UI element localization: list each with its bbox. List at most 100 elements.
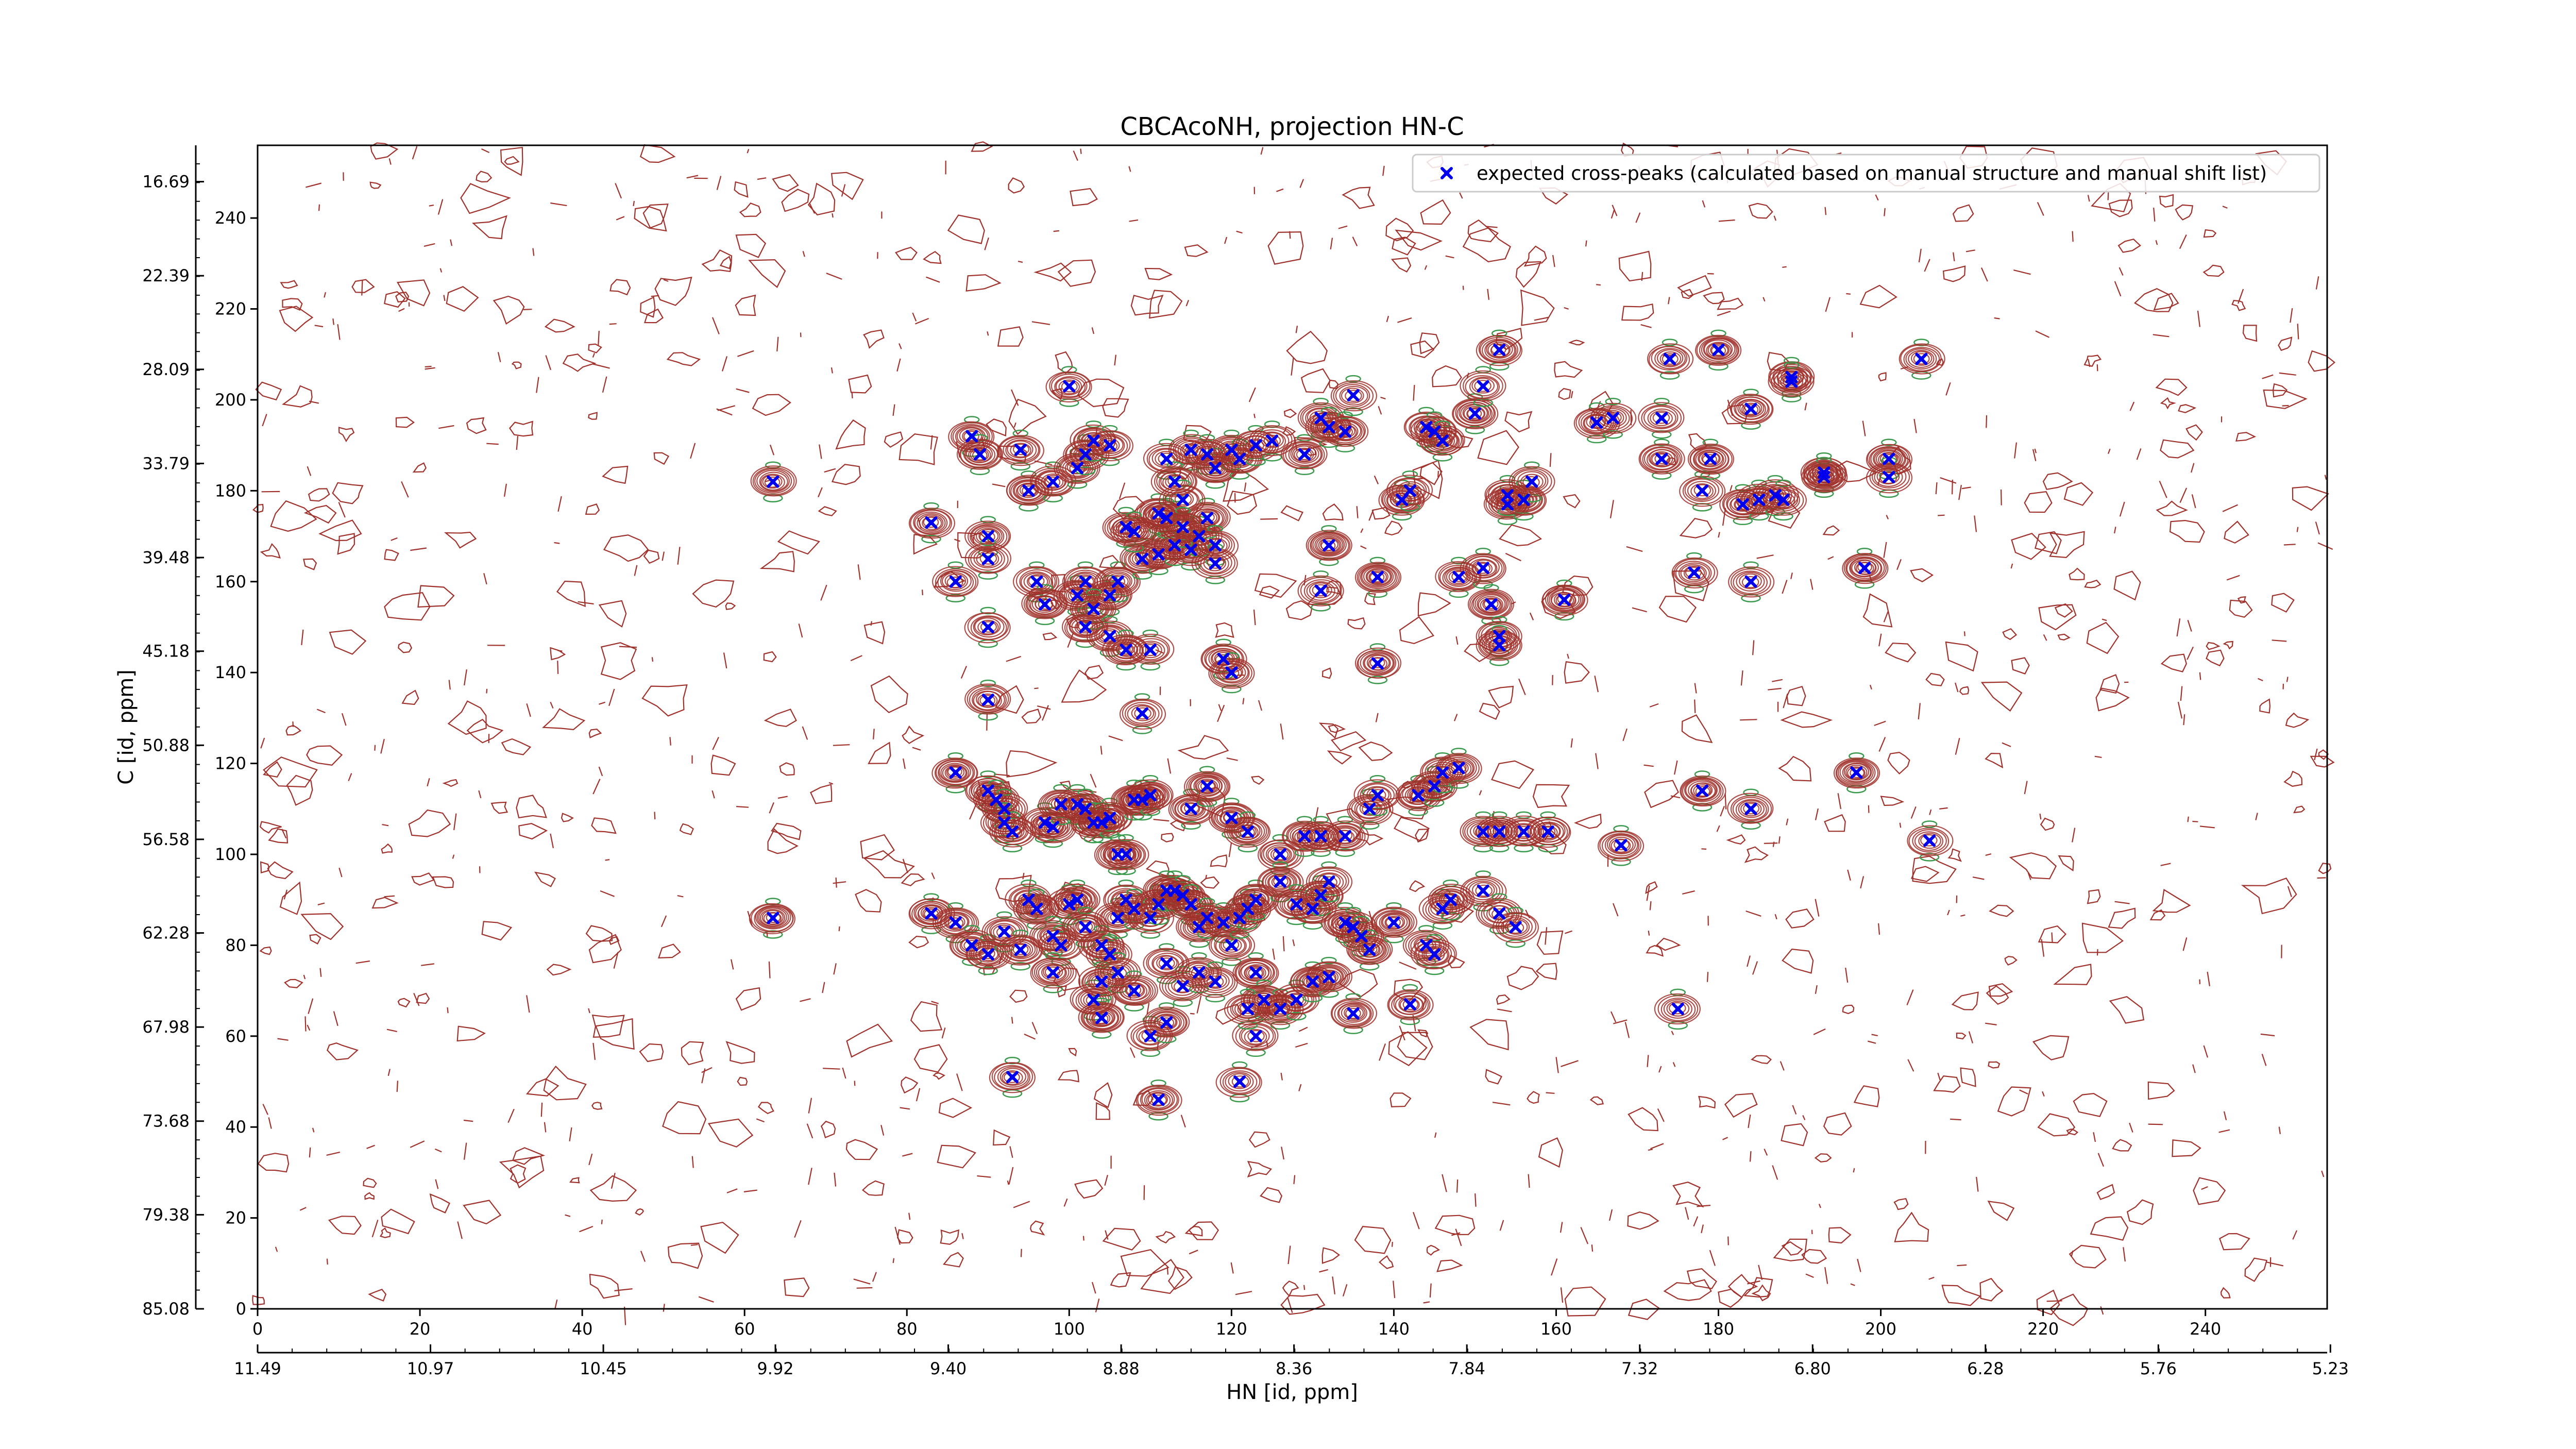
- peak-contour: [1200, 553, 1229, 574]
- noise-contour: [544, 1122, 547, 1133]
- noise-contour: [1906, 989, 1914, 1005]
- noise-contour: [1281, 1147, 1284, 1160]
- noise-contour: [1228, 842, 1232, 857]
- noise-contour: [1611, 209, 1615, 219]
- noise-contour: [2155, 240, 2158, 245]
- noise-contour: [1567, 653, 1569, 659]
- noise-contour: [644, 308, 664, 324]
- noise-contour: [769, 802, 774, 814]
- noise-contour: [381, 843, 393, 854]
- peak-contour: [759, 471, 788, 492]
- peak-contour: [1168, 517, 1198, 537]
- peak-contour: [1452, 398, 1499, 430]
- noise-contour: [1379, 1255, 1394, 1269]
- peak-contour: [1222, 666, 1242, 680]
- noise-contour: [2108, 907, 2136, 929]
- peak-contour: [1710, 344, 1728, 357]
- noise-contour: [1155, 649, 1164, 654]
- noise-contour: [1701, 1224, 1704, 1234]
- noise-contour: [1955, 738, 1960, 755]
- noise-contour: [956, 1073, 963, 1091]
- noise-contour: [1801, 1249, 1827, 1264]
- noise-contour: [912, 312, 917, 322]
- noise-contour: [833, 963, 837, 975]
- noise-contour: [1477, 430, 1519, 465]
- noise-contour: [2013, 269, 2031, 275]
- noise-contour: [337, 533, 355, 555]
- noise-contour: [726, 1188, 738, 1193]
- noise-contour: [1564, 307, 1569, 310]
- noise-contour: [1951, 991, 1979, 1010]
- noise-contour: [1815, 808, 1819, 820]
- peak-contour: [1654, 453, 1670, 464]
- peak-contour: [1693, 484, 1711, 497]
- noise-contour: [1280, 505, 1303, 521]
- peak-contour: [1330, 380, 1377, 412]
- negative-contour: [1077, 788, 1094, 797]
- peak-contour: [1396, 481, 1425, 501]
- noise-contour: [1057, 259, 1096, 287]
- noise-contour: [2197, 310, 2200, 327]
- peak-contour: [1031, 595, 1058, 613]
- noise-contour: [997, 326, 1024, 347]
- noise-contour: [1031, 1022, 1038, 1034]
- peak-contour: [1553, 592, 1576, 608]
- noise-contour: [1426, 1244, 1440, 1256]
- noise-contour: [614, 1288, 633, 1291]
- noise-contour: [777, 530, 820, 555]
- peak-contour: [1044, 476, 1061, 488]
- noise-contour: [2069, 1244, 2107, 1269]
- peak-contour: [1467, 588, 1515, 620]
- noise-contour: [926, 276, 940, 283]
- peak-contour: [1652, 411, 1670, 424]
- noise-contour: [822, 982, 825, 993]
- noise-contour: [518, 823, 548, 840]
- noise-contour: [902, 725, 925, 744]
- x-ppm-tick-label: 8.88: [1103, 1359, 1139, 1378]
- noise-contour: [1385, 217, 1414, 242]
- noise-contour: [1392, 237, 1416, 256]
- noise-contour: [1986, 415, 1988, 428]
- noise-contour: [543, 1065, 587, 1101]
- noise-contour: [554, 1299, 558, 1310]
- noise-contour: [1451, 1232, 1461, 1236]
- noise-contour: [398, 642, 413, 653]
- noise-contour: [1994, 317, 2000, 319]
- noise-contour: [384, 895, 395, 898]
- peak-contour: [1314, 535, 1344, 555]
- peak-contour: [1509, 490, 1538, 510]
- noise-contour: [1153, 819, 1170, 822]
- noise-contour: [306, 182, 321, 188]
- noise-contour: [523, 309, 532, 310]
- peak-contour: [968, 447, 991, 463]
- noise-contour: [1360, 545, 1367, 549]
- noise-contour: [710, 754, 736, 776]
- noise-contour: [1663, 1279, 1712, 1301]
- peak-contour: [1730, 568, 1771, 596]
- peak-contour: [1119, 698, 1166, 730]
- noise-contour: [943, 1252, 964, 1268]
- noise-contour: [818, 506, 837, 516]
- noise-contour: [600, 890, 615, 897]
- noise-contour: [892, 1258, 895, 1263]
- noise-contour: [327, 1042, 359, 1060]
- noise-contour: [1328, 724, 1346, 733]
- noise-contour: [1538, 1137, 1563, 1168]
- noise-contour: [1485, 1069, 1502, 1085]
- noise-contour: [833, 744, 850, 746]
- noise-contour: [2187, 646, 2194, 660]
- peak-contour: [1159, 512, 1206, 544]
- noise-contour: [653, 452, 670, 465]
- peak-contour: [1363, 652, 1394, 674]
- noise-contour: [1910, 568, 1934, 583]
- noise-contour: [2263, 389, 2308, 409]
- peak-contour: [963, 442, 998, 466]
- peak-contour: [974, 617, 1001, 636]
- peak-contour: [1124, 702, 1160, 726]
- peak-contour: [1169, 490, 1198, 510]
- peak-contour: [1174, 493, 1192, 506]
- peak-contour: [1771, 368, 1811, 396]
- peak-contour: [1743, 404, 1759, 415]
- noise-contour: [1868, 1040, 1876, 1044]
- peak-contour: [1105, 635, 1148, 665]
